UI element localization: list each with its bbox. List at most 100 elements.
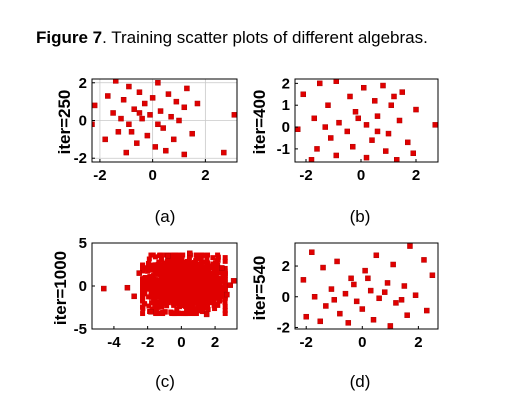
scatter-point <box>167 288 173 294</box>
scatter-point <box>126 121 132 128</box>
y-tick-label: 2 <box>282 258 290 275</box>
scatter-point <box>222 255 228 261</box>
scatter-point <box>222 284 228 290</box>
scatter-point <box>314 146 320 152</box>
scatter-point <box>185 263 191 269</box>
scatter-point <box>144 286 150 292</box>
scatter-point <box>407 243 413 249</box>
scatter-point <box>172 263 178 269</box>
scatter-point <box>146 303 152 309</box>
scatter-point <box>176 117 182 124</box>
scatter-point <box>136 110 143 116</box>
scatter-point <box>359 306 366 312</box>
scatter-point <box>181 151 188 158</box>
scatter-point <box>185 269 191 275</box>
scatter-point <box>202 273 208 279</box>
scatter-point <box>317 80 323 87</box>
scatter-point <box>171 274 177 280</box>
x-tick-label: 0 <box>148 167 156 184</box>
scatter-point <box>188 304 194 310</box>
scatter-point <box>174 309 180 315</box>
scatter-point <box>147 282 153 288</box>
x-tick-label: -4 <box>107 334 121 351</box>
scatter-point <box>161 294 167 300</box>
scatter-point <box>170 311 176 317</box>
scatter-point <box>144 132 151 139</box>
scatter-point <box>376 295 382 302</box>
scatter-point <box>165 253 171 259</box>
scatter-point <box>412 292 419 298</box>
scatter-point <box>152 144 159 150</box>
scatter-point <box>186 260 192 266</box>
panel-b: iter=400 (b) <box>250 90 370 226</box>
panel-d-ticks: -2 0 2 2 0 -2 <box>277 258 423 351</box>
scatter-point <box>222 258 228 264</box>
panel-d-label: (d) <box>350 372 371 391</box>
scatter-point <box>215 290 221 296</box>
scatter-point <box>182 288 188 294</box>
scatter-point <box>102 136 108 143</box>
x-tick-label: -2 <box>300 334 313 351</box>
scatter-point <box>197 291 203 297</box>
scatter-point <box>209 293 215 299</box>
scatter-point <box>181 104 188 111</box>
scatter-point <box>184 287 190 293</box>
scatter-point <box>347 93 353 100</box>
panel-b-ticks: -2 0 2 2 1 0 -1 <box>277 75 421 184</box>
scatter-point <box>187 250 193 257</box>
scatter-point <box>192 308 198 314</box>
scatter-point <box>180 252 186 258</box>
scatter-point <box>152 264 158 270</box>
scatter-point <box>192 265 198 271</box>
scatter-point <box>394 157 400 162</box>
x-tick-label: -2 <box>299 167 312 184</box>
scatter-point <box>145 266 151 272</box>
scatter-point <box>160 283 166 289</box>
scatter-point <box>160 125 166 131</box>
scatter-point <box>185 311 191 317</box>
x-tick-label: 2 <box>414 334 422 351</box>
scatter-point <box>164 291 170 297</box>
scatter-point <box>92 121 95 128</box>
scatter-point <box>210 255 216 261</box>
scatter-point <box>167 276 173 282</box>
scatter-point <box>148 285 154 291</box>
scatter-point <box>333 152 339 159</box>
scatter-point <box>219 265 225 271</box>
x-tick-label: 0 <box>177 334 185 351</box>
y-tick-label: 2 <box>79 75 87 92</box>
scatter-point <box>211 290 217 296</box>
scatter-point <box>162 287 168 293</box>
scatter-point <box>140 262 146 268</box>
scatter-point <box>157 283 163 289</box>
scatter-point <box>190 268 196 274</box>
scatter-point <box>198 257 204 263</box>
scatter-point <box>218 287 224 293</box>
y-tick-label: -2 <box>74 150 87 167</box>
scatter-point <box>175 272 181 278</box>
scatter-point <box>115 129 122 135</box>
scatter-point <box>141 100 148 107</box>
scatter-point <box>231 112 237 118</box>
scatter-point <box>222 295 228 301</box>
scatter-point <box>345 320 352 326</box>
scatter-point <box>190 301 196 307</box>
scatter-point <box>182 261 188 267</box>
scatter-point <box>168 270 174 276</box>
scatter-point <box>128 129 135 135</box>
scatter-point <box>101 285 107 292</box>
scatter-point <box>189 130 195 137</box>
scatter-point <box>148 276 154 282</box>
scatter-point <box>209 285 215 291</box>
scatter-point <box>193 258 199 264</box>
scatter-point <box>195 284 201 290</box>
y-tick-label: -1 <box>277 141 290 158</box>
scatter-point <box>373 252 380 259</box>
scatter-point <box>170 282 176 288</box>
scatter-point <box>413 106 419 113</box>
scatter-point <box>320 264 326 271</box>
scatter-point <box>126 83 132 90</box>
scatter-point <box>204 285 210 291</box>
scatter-point <box>164 266 170 272</box>
